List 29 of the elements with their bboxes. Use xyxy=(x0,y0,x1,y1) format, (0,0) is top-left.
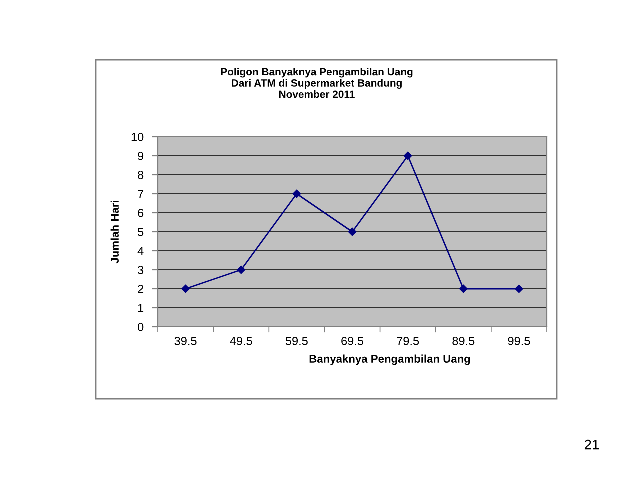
point xyxy=(182,284,190,294)
point xyxy=(515,284,524,294)
point xyxy=(348,228,357,236)
point xyxy=(237,266,246,274)
y-axis-title: Jumlah Hari xyxy=(110,200,119,264)
point xyxy=(292,190,302,198)
y-tick-label: 6 xyxy=(138,209,144,218)
point xyxy=(404,152,412,160)
x-tick-label: 89.5 xyxy=(452,337,475,346)
chart-title: Poligon Banyaknya Pengambilan Uang Dari ATM di Supermarket Bandung November 2011 xyxy=(221,68,413,98)
x-tick-label: 79.5 xyxy=(397,337,420,346)
x-tick-label: 49.5 xyxy=(230,337,252,346)
y-tick-label: 3 xyxy=(138,266,144,274)
y-tick-label: 10 xyxy=(132,133,144,142)
y-tick-label: 1 xyxy=(138,304,144,312)
y-tick-label: 8 xyxy=(138,171,144,180)
x-tick-label: 69.5 xyxy=(342,337,364,346)
y-tick-label: 0 xyxy=(138,323,144,332)
x-axis-title: Banyaknya Pengambilan Uang xyxy=(310,354,470,366)
y-tick-label: 9 xyxy=(138,152,144,160)
y-tick-label: 7 xyxy=(138,190,144,198)
y-tick-label: 5 xyxy=(138,228,144,236)
x-tick-label: 99.5 xyxy=(508,337,530,346)
text: 21 xyxy=(584,440,600,450)
x-tick-label: 59.5 xyxy=(286,337,308,346)
point xyxy=(460,284,468,294)
y-tick-label: 2 xyxy=(138,285,144,294)
x-tick-label: 39.5 xyxy=(174,337,197,346)
y-tick-label: 4 xyxy=(138,247,144,256)
